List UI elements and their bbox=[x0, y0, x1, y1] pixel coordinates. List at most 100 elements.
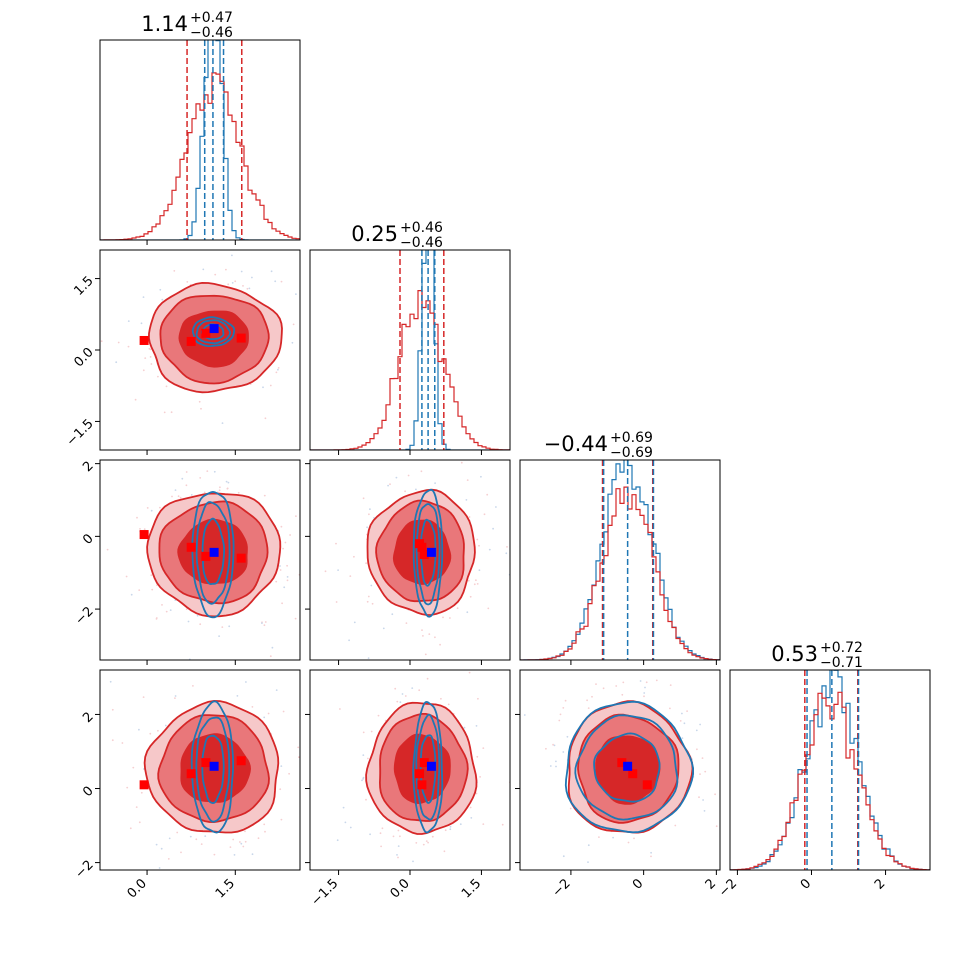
sample-point bbox=[591, 695, 593, 698]
blue-marker bbox=[426, 547, 436, 557]
sample-point bbox=[274, 280, 277, 283]
sample-point bbox=[699, 773, 701, 775]
red-marker-1 bbox=[186, 542, 196, 552]
sample-point bbox=[279, 565, 281, 567]
sample-point bbox=[469, 806, 472, 809]
sample-point bbox=[586, 699, 588, 702]
sample-point bbox=[366, 526, 368, 529]
title-plus: +0.69 bbox=[610, 430, 653, 446]
sample-point bbox=[396, 854, 398, 856]
sample-point bbox=[292, 323, 295, 326]
sample-point bbox=[100, 340, 103, 343]
sample-point bbox=[381, 827, 384, 830]
panel-frame bbox=[99, 459, 301, 661]
sample-point bbox=[397, 845, 400, 847]
sample-point bbox=[674, 824, 677, 827]
sample-point bbox=[391, 613, 394, 616]
sample-point bbox=[233, 854, 236, 856]
sample-point bbox=[269, 655, 272, 658]
sample-point bbox=[286, 579, 289, 582]
sample-point bbox=[127, 320, 130, 322]
sample-point bbox=[495, 506, 497, 508]
red-marker-1 bbox=[417, 780, 427, 790]
x-tick-label: 0.0 bbox=[125, 876, 150, 901]
sample-point bbox=[466, 479, 469, 481]
sample-point bbox=[138, 821, 141, 824]
sample-point bbox=[196, 614, 199, 617]
sample-point bbox=[218, 489, 221, 492]
title-value: 0.25 bbox=[351, 222, 398, 246]
contour-blue-0 bbox=[201, 734, 225, 805]
sample-point bbox=[316, 623, 318, 625]
sample-point bbox=[407, 474, 410, 477]
x-tick-label: 0 bbox=[798, 876, 814, 892]
sample-point bbox=[115, 361, 118, 364]
sample-point bbox=[281, 602, 283, 605]
sample-point bbox=[615, 685, 618, 687]
sample-point bbox=[367, 595, 370, 598]
x-tick-label: 0.0 bbox=[388, 876, 413, 901]
sample-point bbox=[246, 287, 249, 290]
sample-point bbox=[225, 480, 228, 483]
sample-point bbox=[174, 695, 177, 697]
panel-content bbox=[109, 680, 300, 869]
sample-point bbox=[227, 283, 230, 286]
title-plus: +0.72 bbox=[820, 640, 863, 656]
sample-point bbox=[741, 763, 743, 765]
sample-point bbox=[221, 626, 224, 628]
sample-point bbox=[121, 742, 124, 744]
sample-point bbox=[404, 490, 406, 493]
diag-title-3: 0.53 +0.72−0.71 bbox=[771, 640, 863, 671]
sample-point bbox=[225, 268, 227, 271]
sample-point bbox=[465, 499, 468, 501]
sample-point bbox=[127, 345, 130, 348]
sample-point bbox=[244, 840, 247, 843]
sample-point bbox=[237, 491, 240, 494]
sample-point bbox=[361, 779, 363, 782]
sample-point bbox=[486, 493, 489, 496]
sample-point bbox=[301, 530, 303, 532]
sample-point bbox=[478, 544, 480, 547]
sample-point bbox=[505, 552, 508, 555]
sample-point bbox=[155, 617, 158, 619]
sample-point bbox=[702, 799, 704, 801]
sample-point bbox=[218, 635, 221, 637]
contour-blue-2 bbox=[412, 700, 444, 834]
red-marker-3 bbox=[236, 756, 246, 766]
panel-frame bbox=[99, 39, 301, 241]
panel-content bbox=[730, 670, 930, 870]
sample-point bbox=[562, 707, 565, 709]
sample-point bbox=[349, 826, 352, 829]
panel-content bbox=[523, 679, 743, 863]
blue-marker bbox=[426, 761, 436, 771]
sample-point bbox=[295, 293, 297, 295]
sample-point bbox=[263, 716, 266, 719]
sample-point bbox=[475, 725, 478, 727]
sample-point bbox=[365, 562, 367, 565]
sample-point bbox=[185, 484, 188, 487]
x-tick-label: −2 bbox=[716, 876, 740, 900]
panel-content bbox=[100, 40, 300, 240]
sample-point bbox=[305, 395, 307, 397]
sample-point bbox=[143, 528, 146, 531]
sample-point bbox=[397, 829, 400, 832]
sample-point bbox=[298, 756, 300, 759]
sample-point bbox=[552, 743, 554, 746]
sample-point bbox=[460, 461, 463, 464]
sample-point bbox=[240, 842, 243, 845]
sample-point bbox=[251, 276, 253, 279]
sample-point bbox=[169, 609, 172, 611]
sample-point bbox=[348, 639, 350, 642]
hist-blue bbox=[730, 670, 930, 870]
sample-point bbox=[245, 681, 247, 683]
sample-point bbox=[234, 280, 237, 283]
sample-point bbox=[200, 407, 202, 410]
sample-point bbox=[148, 347, 151, 350]
sample-point bbox=[117, 341, 120, 344]
sample-point bbox=[479, 776, 481, 778]
sample-point bbox=[280, 525, 283, 528]
sample-point bbox=[185, 608, 188, 610]
sample-point bbox=[449, 825, 452, 828]
contour-blue-0 bbox=[419, 734, 437, 804]
sample-point bbox=[401, 693, 404, 695]
